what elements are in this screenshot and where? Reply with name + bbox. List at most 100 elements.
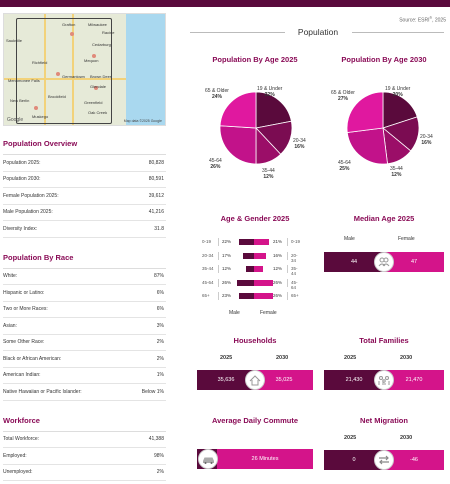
town-label: Saukville xyxy=(6,38,23,43)
row-value: Below 1% xyxy=(141,388,164,395)
overview-row: Population 2030: 80,591 xyxy=(3,172,166,188)
population-by-race-table: White: 87% Hispanic or Latino: 6% Two or Mor… xyxy=(3,269,166,401)
female-percent-label: 16% xyxy=(273,252,283,258)
row-label: Some Other Race: xyxy=(3,339,45,346)
commute-title: Average Daily Commute xyxy=(211,416,298,425)
male-percent-label: 17% xyxy=(222,252,232,258)
pie-label: 19 & Under 20% xyxy=(385,86,411,98)
map-logo: Google xyxy=(7,117,24,123)
row-value: 1% xyxy=(156,372,164,379)
race-row: Two or More Races: 6% xyxy=(3,302,166,318)
age-gender-row: 0-19 0-19 22% 21% xyxy=(202,238,302,246)
family-icon xyxy=(374,370,394,390)
row-value: 80,591 xyxy=(148,176,164,183)
male-bar xyxy=(242,252,254,259)
row-label: Hispanic or Latino: xyxy=(3,289,45,296)
town-label: Menomonee Falls xyxy=(8,78,40,83)
town-label: Brookfield xyxy=(48,94,66,99)
race-row: Native Hawaiian or Pacific Islander: Belo… xyxy=(3,384,166,401)
male-bar xyxy=(238,293,254,299)
median-male-label: Male xyxy=(344,236,355,242)
female-bar xyxy=(254,279,274,286)
race-row: Black or African American: 2% xyxy=(3,351,166,368)
map-road xyxy=(4,78,126,80)
overview-row: Diversity Index: 31.8 xyxy=(3,221,166,238)
commute-value: 26 Minutes xyxy=(217,449,313,469)
age-category-label: 20-34 xyxy=(291,252,298,263)
pie-chart-2030 xyxy=(346,91,420,165)
households-title: Households xyxy=(233,336,277,345)
town-label: Milwaukee xyxy=(88,22,107,27)
pie-label: 65 & Older 27% xyxy=(331,90,355,102)
median-age-title: Median Age 2025 xyxy=(353,214,415,223)
age-category-label: 0-19 xyxy=(202,239,212,244)
male-bar xyxy=(246,266,254,272)
families-value-a: 21,430 xyxy=(324,370,384,390)
row-value: 6% xyxy=(156,289,164,296)
town-label: Greenfield xyxy=(84,100,103,105)
female-percent-label: 12% xyxy=(273,266,283,271)
workforce-title: Workforce xyxy=(3,413,166,432)
age-gender-bars: 12% 12% xyxy=(218,265,288,273)
city-dot xyxy=(94,86,98,90)
households-year-b: 2030 xyxy=(276,355,289,361)
map-road xyxy=(44,14,46,125)
race-row: American Indian: 1% xyxy=(3,368,166,384)
male-bar xyxy=(239,239,254,245)
row-label: Male Population 2025: xyxy=(3,209,53,216)
age-gender-bars: 17% 16% xyxy=(218,251,288,260)
median-male-value: 44 xyxy=(324,252,384,272)
car-icon xyxy=(198,449,218,469)
population-overview-title: Population Overview xyxy=(3,136,166,155)
pie-label: 19 & Under 22% xyxy=(257,86,283,98)
families-value-b: 21,470 xyxy=(384,370,444,390)
pie-label: 45-64 26% xyxy=(209,158,222,170)
female-bar xyxy=(254,266,263,272)
age-gender-bars: 26% 26% xyxy=(218,278,288,287)
pie-label: 35-44 12% xyxy=(390,166,403,178)
migration-value-a: 0 xyxy=(324,450,384,470)
town-label: Muskego xyxy=(32,114,49,119)
row-label: Female Population 2025: xyxy=(3,192,59,199)
county-boundary xyxy=(16,18,112,124)
town-label: Brown Deer xyxy=(90,74,112,79)
area-map[interactable]: Saukville Grafton Cedarburg Mequon Richf… xyxy=(3,13,166,126)
row-label: Native Hawaiian or Pacific Islander: xyxy=(3,388,82,395)
age-category-label: 35-44 xyxy=(202,266,214,271)
overview-row: Male Population 2025: 41,216 xyxy=(3,205,166,221)
male-percent-label: 22% xyxy=(222,239,232,244)
row-value: 2% xyxy=(156,469,164,476)
age-category-label: 45-64 xyxy=(202,279,214,285)
female-bar xyxy=(254,252,266,259)
median-female-value: 47 xyxy=(384,252,444,272)
pie-slice-45-64 xyxy=(219,125,257,165)
top-accent-bar xyxy=(0,0,450,7)
race-row: Asian: 3% xyxy=(3,318,166,335)
row-label: Total Workforce: xyxy=(3,436,40,443)
overview-row: Female Population 2025: 39,612 xyxy=(3,188,166,205)
pie-chart-2025 xyxy=(219,91,293,165)
age-gender-row: 20-34 20-34 17% 16% xyxy=(202,251,302,263)
row-value: 31.8 xyxy=(154,225,164,232)
row-label: Employed: xyxy=(3,452,27,459)
workforce-table: Total Workforce: 41,388 Employed: 98% Unempl… xyxy=(3,432,166,481)
row-value: 80,828 xyxy=(148,159,164,166)
pie-2025-title: Population By Age 2025 xyxy=(212,55,298,64)
row-value: 2% xyxy=(156,339,164,346)
town-label: Mequon xyxy=(84,58,99,63)
male-percent-label: 23% xyxy=(222,293,232,298)
title-divider xyxy=(352,32,444,33)
age-category-label: 65+ xyxy=(291,293,299,298)
workforce-row: Total Workforce: 41,388 xyxy=(3,432,166,448)
row-label: Population 2025: xyxy=(3,159,41,166)
families-title: Total Families xyxy=(359,336,409,345)
age-category-label: 65+ xyxy=(202,293,210,298)
female-percent-label: 26% xyxy=(273,293,283,298)
row-value: 2% xyxy=(156,355,164,362)
migration-value-b: -46 xyxy=(384,450,444,470)
families-year-b: 2030 xyxy=(400,355,413,361)
female-percent-label: 21% xyxy=(273,239,283,244)
pie-slice-19-under xyxy=(255,91,292,129)
row-label: Black or African American: xyxy=(3,355,62,362)
migration-year-a: 2025 xyxy=(344,435,357,441)
